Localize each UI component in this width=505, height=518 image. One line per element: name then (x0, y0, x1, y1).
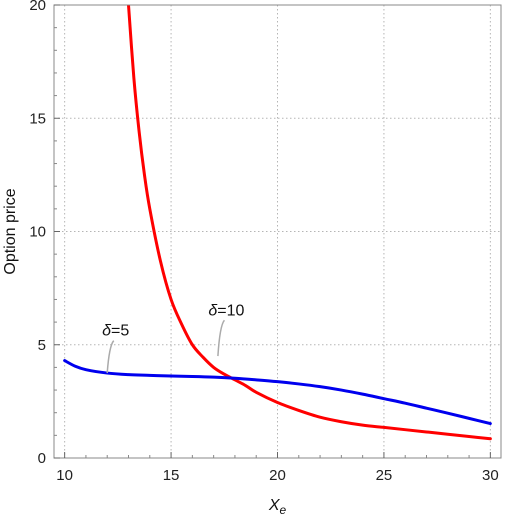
x-axis-label-base: X (268, 497, 281, 514)
annotation-value: =5 (111, 323, 129, 340)
y-tick-label: 5 (38, 337, 46, 354)
y-ticks: 0 5 10 15 20 (29, 0, 60, 467)
annotation-leader (106, 340, 115, 374)
x-axis-label: Xe (268, 497, 287, 517)
annotation-symbol: δ (102, 323, 112, 340)
x-tick-label: 30 (482, 467, 499, 484)
x-ticks: 10 15 20 25 30 (56, 452, 499, 484)
annotation-label-1: δ=5 (102, 323, 129, 340)
x-tick-label: 15 (163, 467, 180, 484)
x-axis-label-sub: e (279, 503, 286, 517)
annotation-leader (217, 319, 226, 357)
annotation-symbol: δ (208, 302, 218, 319)
annotation-value: =10 (217, 302, 244, 319)
y-axis-label: Option price (2, 188, 19, 274)
y-tick-label: 20 (29, 0, 46, 14)
annotations: δ=5δ=10 (102, 302, 245, 374)
annotation-label-2: δ=10 (208, 302, 244, 319)
y-tick-label: 15 (29, 110, 46, 127)
grid (54, 4, 501, 459)
series-line-1 (127, 5, 492, 441)
x-tick-label: 10 (56, 467, 73, 484)
x-tick-label: 20 (269, 467, 286, 484)
y-tick-label: 10 (29, 224, 46, 241)
series-line-2 (63, 359, 492, 426)
x-tick-label: 25 (376, 467, 393, 484)
series-group (63, 5, 492, 441)
y-tick-label: 0 (38, 450, 46, 467)
